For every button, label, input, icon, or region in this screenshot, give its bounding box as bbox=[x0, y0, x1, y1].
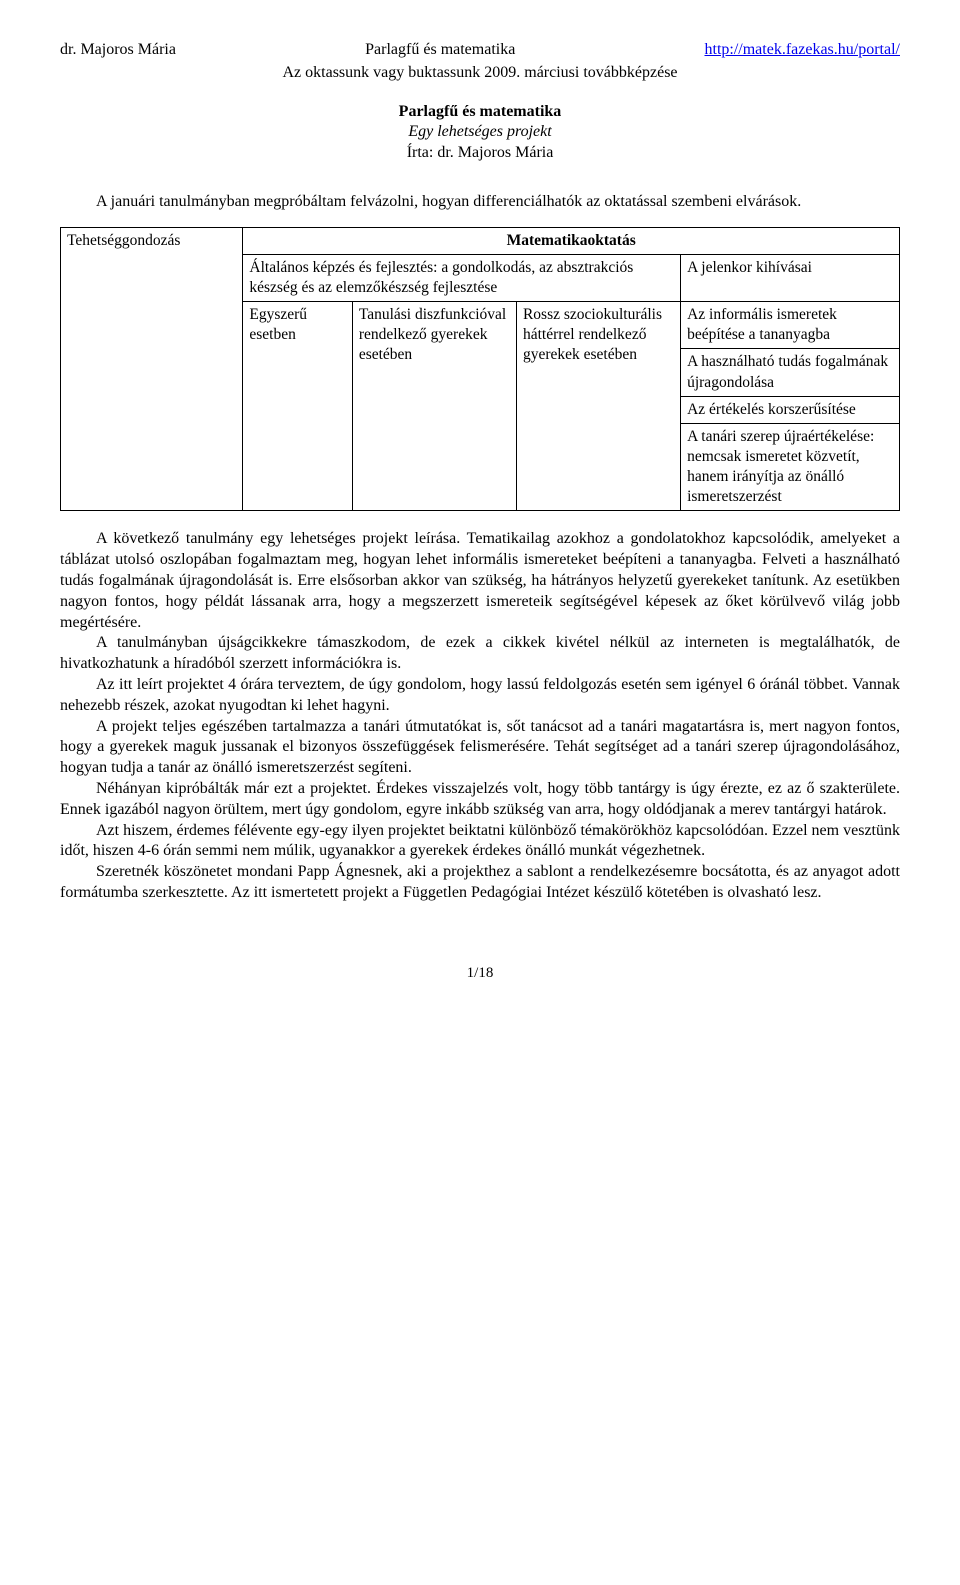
table-row1-span: Általános képzés és fejlesztés: a gondol… bbox=[243, 254, 681, 301]
table-right-a: Az informális ismeretek beépítése a tana… bbox=[681, 302, 900, 349]
header-subtitle: Az oktassunk vagy buktassunk 2009. márci… bbox=[60, 63, 900, 84]
intro-paragraph: A januári tanulmányban megpróbáltam felv… bbox=[60, 192, 900, 213]
table-right-c: Az értékelés korszerűsítése bbox=[681, 396, 900, 423]
body-p6: Azt hiszem, érdemes félévente egy-egy il… bbox=[60, 821, 900, 863]
header-url-link[interactable]: http://matek.fazekas.hu/portal/ bbox=[705, 40, 901, 61]
header-topic: Parlagfű és matematika bbox=[365, 40, 515, 61]
table-heading: Matematikaoktatás bbox=[243, 227, 900, 254]
document-header: dr. Majoros Mária Parlagfű és matematika… bbox=[60, 40, 900, 61]
document-byline: Írta: dr. Majoros Mária bbox=[60, 143, 900, 164]
title-block: Parlagfű és matematika Egy lehetséges pr… bbox=[60, 102, 900, 164]
table-right-d: A tanári szerep újraértékelése: nemcsak … bbox=[681, 423, 900, 511]
table-right-b: A használható tudás fogalmának újragondo… bbox=[681, 349, 900, 396]
body-p4: A projekt teljes egészében tartalmazza a… bbox=[60, 717, 900, 779]
table-r2c2: Tanulási diszfunkcióval rendelkező gyere… bbox=[352, 302, 516, 511]
header-author: dr. Majoros Mária bbox=[60, 40, 176, 61]
table-rowhead-left: Tehetséggondozás bbox=[61, 227, 243, 511]
table-row1-right: A jelenkor kihívásai bbox=[681, 254, 900, 301]
body-p2: A tanulmányban újságcikkekre támaszkodom… bbox=[60, 633, 900, 675]
document-title: Parlagfű és matematika bbox=[60, 102, 900, 123]
table-r2c1: Egyszerű esetben bbox=[243, 302, 352, 511]
table-r2c3: Rossz szociokulturális háttérrel rendelk… bbox=[516, 302, 680, 511]
body-p7: Szeretnék köszönetet mondani Papp Ágnesn… bbox=[60, 862, 900, 904]
body-p5: Néhányan kipróbálták már ezt a projektet… bbox=[60, 779, 900, 821]
matrix-table: Tehetséggondozás Matematikaoktatás Által… bbox=[60, 227, 900, 512]
page-footer: 1/18 bbox=[60, 964, 900, 984]
body-p3: Az itt leírt projektet 4 órára terveztem… bbox=[60, 675, 900, 717]
body-p1: A következő tanulmány egy lehetséges pro… bbox=[60, 529, 900, 633]
document-subtitle: Egy lehetséges projekt bbox=[60, 122, 900, 143]
